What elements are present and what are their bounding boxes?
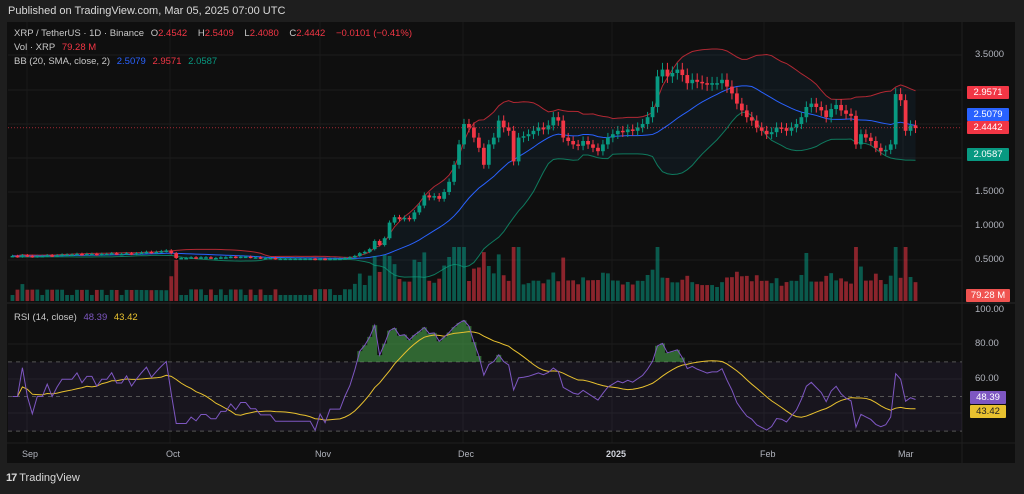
bb-upper-value: 2.9571 xyxy=(152,56,182,67)
rsi-line xyxy=(12,319,916,432)
rsi-axis-label: 100.00 xyxy=(975,304,1005,315)
open-value: 2.4542 xyxy=(158,28,188,39)
rsi-value: 48.39 xyxy=(83,312,108,323)
bb-lower-tag: 2.0587 xyxy=(967,148,1009,161)
bb-band-fill xyxy=(12,48,916,278)
rsi-axis-label: 60.00 xyxy=(975,373,999,384)
tradingview-logo-icon: 17 xyxy=(6,472,17,484)
bb-basis-line xyxy=(12,85,916,259)
symbol-title[interactable]: XRP / TetherUS · 1D · Binance xyxy=(14,28,145,39)
time-axis-label: Dec xyxy=(458,449,475,459)
bb-upper-tag: 2.9571 xyxy=(967,86,1009,99)
high-value: 2.5409 xyxy=(204,28,234,39)
bb-label: BB (20, SMA, close, 2) xyxy=(14,56,111,67)
price-axis-label: 3.5000 xyxy=(975,49,1005,60)
published-caption: Published on TradingView.com, Mar 05, 20… xyxy=(8,5,286,17)
rsi-legend[interactable]: RSI (14, close) 48.39 43.42 xyxy=(14,312,142,323)
rsi-axis-label: 80.00 xyxy=(975,338,999,349)
time-axis-label: Feb xyxy=(760,449,776,459)
volume-label: Vol · XRP xyxy=(14,42,56,53)
time-axis-label: Sep xyxy=(22,449,39,459)
rsi-label: RSI (14, close) xyxy=(14,312,77,323)
bb-basis-tag: 2.5079 xyxy=(967,108,1009,121)
time-axis-label: Mar xyxy=(898,449,914,459)
volume-value: 79.28 M xyxy=(61,42,97,53)
time-axis-label: Nov xyxy=(315,449,332,459)
volume-bars xyxy=(10,247,918,301)
volume-tag: 79.28 M xyxy=(966,289,1010,302)
candles xyxy=(10,62,918,261)
close-value: 2.4442 xyxy=(296,28,326,39)
low-value: 2.4080 xyxy=(249,28,279,39)
rsi-overbought-fill xyxy=(163,320,685,362)
price-axis-label: 1.5000 xyxy=(975,186,1005,197)
price-axis-label: 0.5000 xyxy=(975,254,1005,265)
time-axis-label: 2025 xyxy=(606,449,627,459)
rsi-ma-line xyxy=(12,331,916,421)
price-axis-label: 1.0000 xyxy=(975,220,1005,231)
rsi-ma-tag: 43.42 xyxy=(970,405,1006,418)
chart-frame xyxy=(7,22,1015,463)
bb-basis-value: 2.5079 xyxy=(116,56,146,67)
brand-name: TradingView xyxy=(19,472,80,484)
bb-legend[interactable]: BB (20, SMA, close, 2) 2.5079 2.9571 2.0… xyxy=(14,56,221,67)
symbol-legend: XRP / TetherUS · 1D · Binance O2.4542 H2… xyxy=(14,28,413,39)
volume-legend[interactable]: Vol · XRP 79.28 M xyxy=(14,42,100,53)
change-value: −0.0101 (−0.41%) xyxy=(335,28,413,39)
bb-lower-value: 2.0587 xyxy=(188,56,218,67)
rsi-ma-value: 43.42 xyxy=(113,312,138,323)
rsi-tag: 48.39 xyxy=(970,391,1006,404)
tradingview-logo[interactable]: 17 TradingView xyxy=(6,472,80,484)
time-axis-label: Oct xyxy=(166,449,181,459)
last-price-tag: 2.4442 xyxy=(967,121,1009,134)
